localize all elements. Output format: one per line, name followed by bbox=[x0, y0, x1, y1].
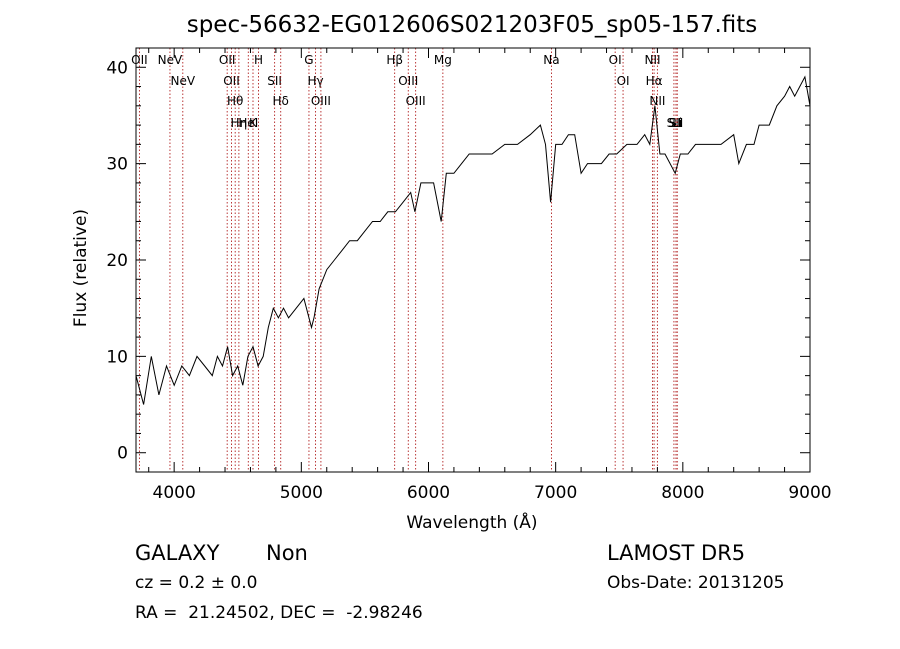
object-class: GALAXY bbox=[135, 541, 220, 565]
y-axis-label: Flux (relative) bbox=[71, 209, 91, 327]
marker-label-3: NeV bbox=[171, 74, 196, 88]
marker-label-15: OIII bbox=[311, 94, 331, 108]
y-tick-label-0: 0 bbox=[117, 444, 128, 464]
marker-label-10: H bbox=[254, 53, 263, 67]
marker-label-9: K bbox=[249, 116, 258, 130]
x-tick-label-3: 7000 bbox=[534, 483, 577, 503]
marker-label-1: OII bbox=[131, 53, 148, 67]
marker-label-23: NII bbox=[645, 53, 661, 67]
emission-line-markers: OII NeVNeVOIIOIIHθHηHeIKHSIIHδGHγOIIIHβOI… bbox=[131, 48, 683, 472]
marker-label-21: OI bbox=[609, 53, 622, 67]
plot-frame bbox=[135, 47, 811, 473]
spectrum-line-0 bbox=[136, 75, 810, 405]
x-axis-label: Wavelength (Å) bbox=[406, 511, 537, 533]
marker-label-16: Hβ bbox=[386, 53, 403, 67]
marker-label-5: OII bbox=[223, 74, 240, 88]
marker-label-7: Hη bbox=[231, 116, 248, 130]
redshift-cz: cz = 0.2 ± 0.0 bbox=[135, 573, 258, 593]
marker-label-4: OII bbox=[219, 53, 236, 67]
y-tick-label-2: 20 bbox=[106, 251, 128, 271]
marker-label-13: G bbox=[304, 53, 313, 67]
y-tick-label-4: 40 bbox=[106, 58, 128, 78]
x-tick-label-2: 6000 bbox=[407, 483, 450, 503]
marker-label-28: Li bbox=[672, 116, 682, 130]
marker-label-14: Hγ bbox=[308, 74, 324, 88]
marker-label-17: OIII bbox=[398, 74, 418, 88]
marker-label-12: Hδ bbox=[273, 94, 289, 108]
x-tick-label-5: 9000 bbox=[788, 483, 831, 503]
marker-label-22: OI bbox=[617, 74, 630, 88]
plot-area: 4000 5000 6000 7000 8000 9000 0 10 20 30 40 bbox=[106, 47, 832, 503]
marker-label-2: NeV bbox=[158, 53, 183, 67]
observation-date: Obs-Date: 20131205 bbox=[607, 573, 785, 593]
marker-label-19: Mg bbox=[434, 53, 452, 67]
object-subclass: Non bbox=[266, 541, 308, 565]
marker-label-24: Hα bbox=[646, 74, 663, 88]
marker-label-6: Hθ bbox=[227, 94, 243, 108]
x-tick-label-4: 8000 bbox=[661, 483, 704, 503]
marker-label-27: SII bbox=[669, 116, 684, 130]
x-tick-label-1: 5000 bbox=[280, 483, 323, 503]
y-tick-label-1: 10 bbox=[106, 347, 128, 367]
marker-label-18: OIII bbox=[406, 94, 426, 108]
sky-coordinates: RA = 21.24502, DEC = -2.98246 bbox=[135, 603, 423, 623]
marker-label-25: NII bbox=[649, 94, 665, 108]
marker-label-20: Na bbox=[543, 53, 559, 67]
y-tick-label-3: 30 bbox=[106, 155, 128, 175]
x-tick-label-0: 4000 bbox=[153, 483, 196, 503]
survey-name: LAMOST DR5 bbox=[607, 541, 746, 565]
chart-title: spec-56632-EG012606S021203F05_sp05-157.f… bbox=[187, 12, 758, 38]
marker-label-11: SII bbox=[267, 74, 282, 88]
